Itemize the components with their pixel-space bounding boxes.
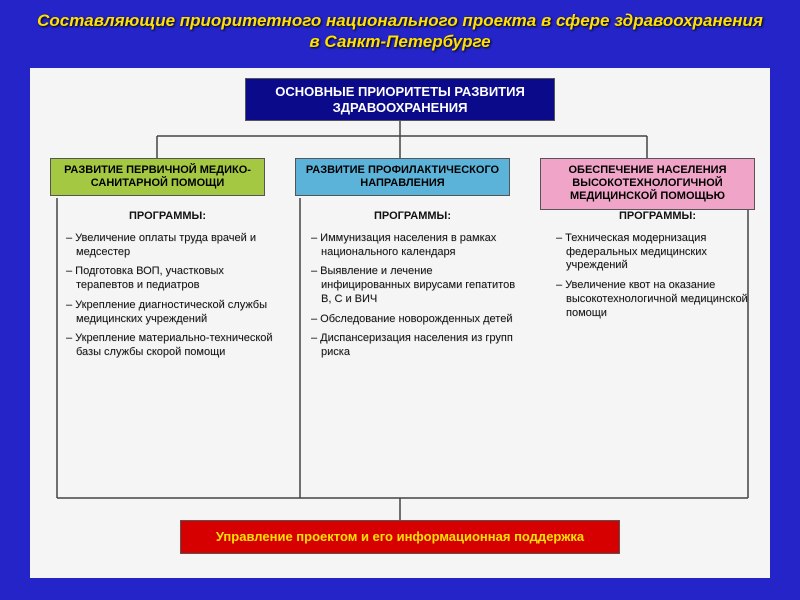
programs-header: ПРОГРАММЫ: — [60, 210, 275, 224]
program-item: – Укрепление диагностической службы меди… — [60, 299, 275, 327]
programs-col-2: ПРОГРАММЫ: – Иммунизация населения в рам… — [305, 210, 520, 366]
program-item: – Увеличение квот на оказание высокотехн… — [550, 279, 765, 320]
program-item: – Диспансеризация населения из групп рис… — [305, 332, 520, 360]
main-priorities-box: ОСНОВНЫЕ ПРИОРИТЕТЫ РАЗВИТИЯ ЗДРАВООХРАН… — [245, 78, 555, 121]
program-item: – Иммунизация населения в рамках национа… — [305, 232, 520, 260]
content-panel: ОСНОВНЫЕ ПРИОРИТЕТЫ РАЗВИТИЯ ЗДРАВООХРАН… — [30, 68, 770, 578]
programs-col-1: ПРОГРАММЫ: – Увеличение оплаты труда вра… — [60, 210, 275, 366]
program-item: – Укрепление материально-технической баз… — [60, 332, 275, 360]
program-item: – Техническая модернизация федеральных м… — [550, 232, 765, 273]
page-title: Составляющие приоритетного национального… — [0, 0, 800, 59]
program-item: – Обследование новорожденных детей — [305, 313, 520, 327]
project-management-box: Управление проектом и его информационная… — [180, 520, 620, 554]
program-item: – Выявление и лечение инфицированных вир… — [305, 265, 520, 306]
branch-prevention: РАЗВИТИЕ ПРОФИЛАКТИЧЕСКОГО НАПРАВЛЕНИЯ — [295, 158, 510, 196]
branch-primary-care: РАЗВИТИЕ ПЕРВИЧНОЙ МЕДИКО-САНИТАРНОЙ ПОМ… — [50, 158, 265, 196]
programs-col-3: ПРОГРАММЫ: – Техническая модернизация фе… — [550, 210, 765, 326]
programs-header: ПРОГРАММЫ: — [550, 210, 765, 224]
programs-header: ПРОГРАММЫ: — [305, 210, 520, 224]
program-item: – Увеличение оплаты труда врачей и медсе… — [60, 232, 275, 260]
branch-hitech-care: ОБЕСПЕЧЕНИЕ НАСЕЛЕНИЯ ВЫСОКОТЕХНОЛОГИЧНО… — [540, 158, 755, 210]
program-item: – Подготовка ВОП, участковых терапевтов … — [60, 265, 275, 293]
